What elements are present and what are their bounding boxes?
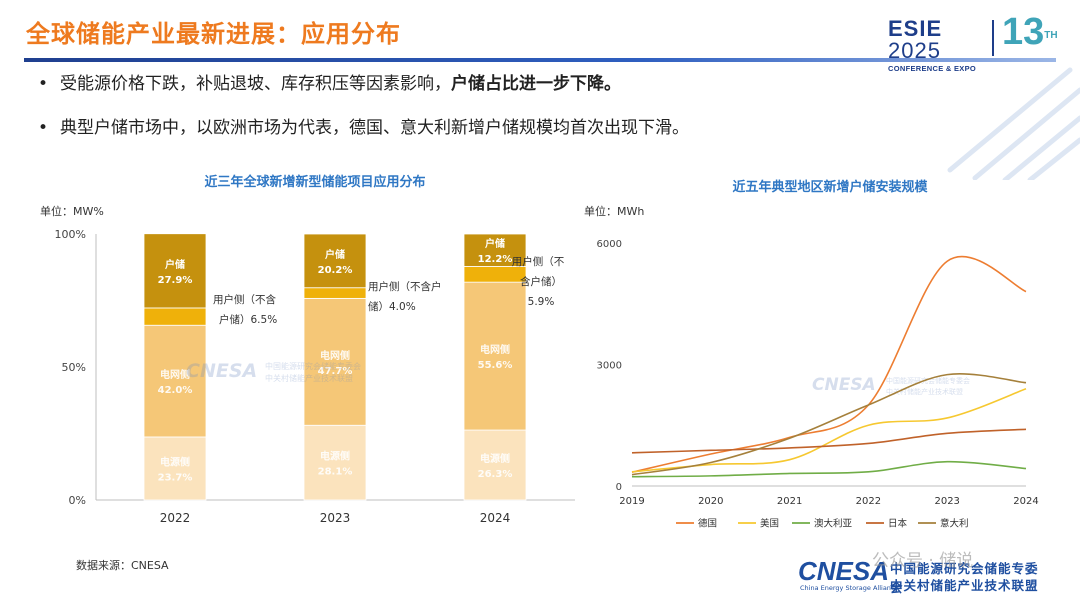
bar-segment xyxy=(143,436,207,501)
user-side-callout: 5.9% xyxy=(528,296,555,308)
bar-segment xyxy=(463,281,527,431)
x-tick-label: 2023 xyxy=(320,511,351,525)
user-side-callout: 含户储） xyxy=(520,275,562,288)
bullet-text: 受能源价格下跌，补贴退坡、库存积压等因素影响， xyxy=(60,74,451,94)
bar-data-value: 23.7% xyxy=(158,472,193,483)
bar-data-value: 47.7% xyxy=(318,366,353,377)
bar-segment xyxy=(463,233,527,267)
bullet-text: 典型户储市场中，以欧洲市场为代表，德国、意大利新增户储规模均首次出现下滑。 xyxy=(60,118,689,138)
esie-name: ESIE xyxy=(888,16,943,41)
legend-label: 德国 xyxy=(698,518,717,530)
x-tick-label: 2023 xyxy=(934,496,959,507)
page-title: 全球储能产业最新进展：应用分布 xyxy=(26,20,401,48)
line-chart-title: 近五年典型地区新增户储安装规模 xyxy=(732,180,928,195)
y-tick-label: 0 xyxy=(616,482,622,493)
series-line-意大利 xyxy=(631,373,1027,476)
bar-segment xyxy=(463,266,527,283)
y-tick-label: 0% xyxy=(69,494,86,507)
bar-chart-title: 近三年全球新增新型储能项目应用分布 xyxy=(204,175,426,190)
bar-data-value: 55.6% xyxy=(478,360,513,371)
y-tick-label: 50% xyxy=(62,361,86,374)
edition-logo: 13TH xyxy=(1002,12,1058,52)
bar-segment xyxy=(303,297,367,426)
decorative-stripes xyxy=(947,67,1080,180)
user-side-callout: 用户侧（不 xyxy=(512,255,565,268)
watermark-cn2: 中关村储能产业技术联盟 xyxy=(265,373,353,383)
y-tick-label: 6000 xyxy=(597,239,622,250)
bar-data-value: 12.2% xyxy=(478,254,513,265)
y-tick-label: 3000 xyxy=(597,361,622,372)
series-line-日本 xyxy=(631,428,1027,454)
watermark-name: CNESA xyxy=(812,375,876,395)
data-source: 数据来源：CNESA xyxy=(76,559,169,572)
bar-segment xyxy=(143,324,207,438)
user-side-callout: 用户侧（不含 xyxy=(213,293,276,306)
x-tick-label: 2024 xyxy=(480,511,511,525)
series-line-澳大利亚 xyxy=(631,460,1027,478)
bar-data-value: 26.3% xyxy=(478,469,513,480)
edition-number: 13 xyxy=(1002,11,1045,53)
bullet-item: 典型户储市场中，以欧洲市场为代表，德国、意大利新增户储规模均首次出现下滑。 xyxy=(38,116,689,140)
cnesa-footer-logo: CNESA China Energy Storage Alliance 中国能源… xyxy=(798,556,1048,600)
x-tick-label: 2022 xyxy=(160,511,191,525)
bar-segment xyxy=(143,307,207,326)
watermark-cn1: 中国能源研究会储能专委会 xyxy=(265,361,361,371)
bar-data-value: 27.9% xyxy=(158,275,193,286)
bar-data-value: 28.1% xyxy=(318,467,353,478)
x-tick-label: 2020 xyxy=(698,496,723,507)
bar-data-label: 电源侧 xyxy=(160,455,190,468)
watermark-name: CNESA xyxy=(186,360,257,382)
header-rule xyxy=(24,58,1056,62)
user-side-callout: 户储）6.5% xyxy=(219,313,277,326)
legend-label: 意大利 xyxy=(940,518,969,530)
bullet-emphasis: 户储占比进一步下降。 xyxy=(451,74,621,94)
series-line-德国 xyxy=(631,255,1027,474)
bullet-item: 受能源价格下跌，补贴退坡、库存积压等因素影响，户储占比进一步下降。 xyxy=(38,72,689,96)
legend-label: 澳大利亚 xyxy=(814,518,853,530)
edition-suffix: TH xyxy=(1044,30,1058,41)
cnesa-cn-line1: 中国能源研究会储能专委会 xyxy=(890,561,1039,595)
cnesa-english: China Energy Storage Alliance xyxy=(800,584,899,592)
x-tick-label: 2024 xyxy=(1013,496,1038,507)
bar-data-label: 电源侧 xyxy=(320,450,350,463)
x-tick-label: 2019 xyxy=(619,496,644,507)
line-chart-unit: 单位：MWh xyxy=(584,205,645,218)
bullet-list: 受能源价格下跌，补贴退坡、库存积压等因素影响，户储占比进一步下降。 典型户储市场… xyxy=(38,72,689,160)
bar-data-label: 户储 xyxy=(484,237,505,250)
esie-subtitle: CONFERENCE & EXPO xyxy=(888,64,977,73)
bar-data-label: 电网侧 xyxy=(480,343,510,356)
bar-chart-unit: 单位：MW% xyxy=(40,205,104,218)
bar-segment xyxy=(303,424,367,501)
watermark-cn2: 中关村储能产业技术联盟 xyxy=(886,387,963,396)
cnesa-name: CNESA xyxy=(798,556,890,586)
watermark-cn1: 中国能源研究会储能专委会 xyxy=(886,376,970,385)
bar-data-value: 42.0% xyxy=(158,385,193,396)
wechat-watermark: 公众号 · 储说 xyxy=(872,551,974,571)
bar-data-label: 户储 xyxy=(324,248,345,261)
series-line-美国 xyxy=(631,388,1027,473)
bar-segment xyxy=(463,429,527,501)
bar-data-label: 电网侧 xyxy=(160,368,190,381)
bar-data-value: 20.2% xyxy=(318,265,353,276)
bar-data-label: 电网侧 xyxy=(320,349,350,362)
bar-data-label: 电源侧 xyxy=(480,452,510,465)
logo-divider xyxy=(992,20,994,56)
esie-logo: ESIE 2025 CONFERENCE & EXPO xyxy=(888,16,988,74)
bar-segment xyxy=(143,233,207,309)
user-side-callout: 用户侧（不含户 xyxy=(368,280,442,293)
bar-segment xyxy=(303,233,367,289)
x-tick-label: 2022 xyxy=(856,496,881,507)
bar-data-label: 户储 xyxy=(164,258,185,271)
esie-year: 2025 xyxy=(888,38,941,63)
x-tick-label: 2021 xyxy=(777,496,802,507)
legend-label: 美国 xyxy=(760,518,779,530)
legend-label: 日本 xyxy=(888,518,908,530)
y-tick-label: 100% xyxy=(55,228,86,241)
bar-segment xyxy=(303,287,367,299)
user-side-callout: 储）4.0% xyxy=(368,300,416,313)
cnesa-cn-line2: 中关村储能产业技术联盟 xyxy=(890,578,1039,593)
